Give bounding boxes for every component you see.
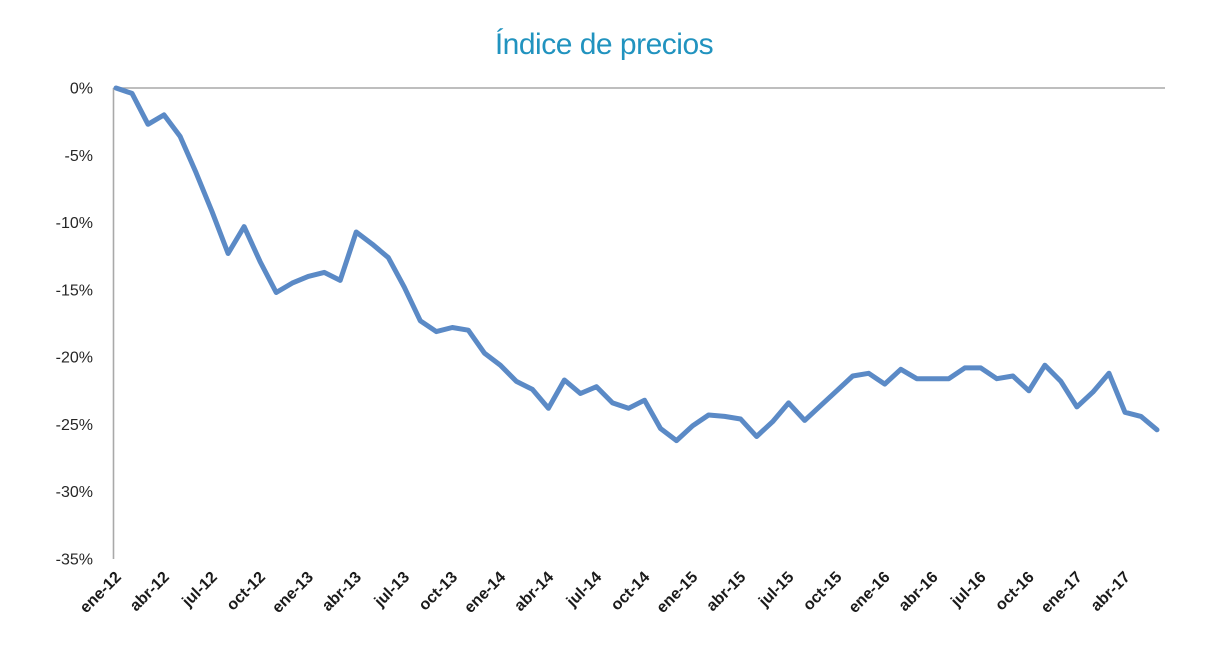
y-tick-label: -25% xyxy=(56,417,93,434)
x-tick-label: jul-14 xyxy=(563,569,605,611)
x-tick-label: oct-15 xyxy=(800,569,845,614)
x-tick-label: jul-13 xyxy=(371,569,413,611)
x-tick-label: ene-14 xyxy=(461,569,509,617)
x-tick-label: abr-14 xyxy=(511,569,557,615)
x-tick-label: abr-16 xyxy=(896,569,942,615)
y-tick-label: -5% xyxy=(65,148,93,165)
y-tick-label: -10% xyxy=(56,215,93,232)
y-tick-label: -35% xyxy=(56,552,93,569)
x-tick-label: jul-16 xyxy=(947,569,989,611)
y-tick-label: 0% xyxy=(70,81,93,98)
y-tick-label: -20% xyxy=(56,350,93,367)
x-tick-label: jul-15 xyxy=(755,569,797,611)
x-tick-label: abr-15 xyxy=(703,569,749,615)
x-tick-label: ene-13 xyxy=(269,569,317,617)
price-index-series-line xyxy=(113,85,1160,444)
x-tick-label: jul-12 xyxy=(179,569,221,611)
x-tick-label: oct-13 xyxy=(416,569,461,614)
y-tick-label: -15% xyxy=(56,282,93,299)
x-tick-label: ene-17 xyxy=(1038,569,1086,617)
x-tick-label: abr-17 xyxy=(1088,569,1134,615)
x-tick-label: oct-14 xyxy=(608,569,653,614)
chart-title: Índice de precios xyxy=(494,28,714,61)
x-tick-label: ene-12 xyxy=(77,569,125,617)
x-tick-label: ene-16 xyxy=(846,569,894,617)
x-tick-label: ene-15 xyxy=(654,569,702,617)
x-tick-label: oct-12 xyxy=(224,569,269,614)
x-tick-label: oct-16 xyxy=(992,569,1037,614)
x-tick-label: abr-13 xyxy=(319,569,365,615)
x-tick-label: abr-12 xyxy=(127,569,173,615)
y-tick-label: -30% xyxy=(56,484,93,501)
